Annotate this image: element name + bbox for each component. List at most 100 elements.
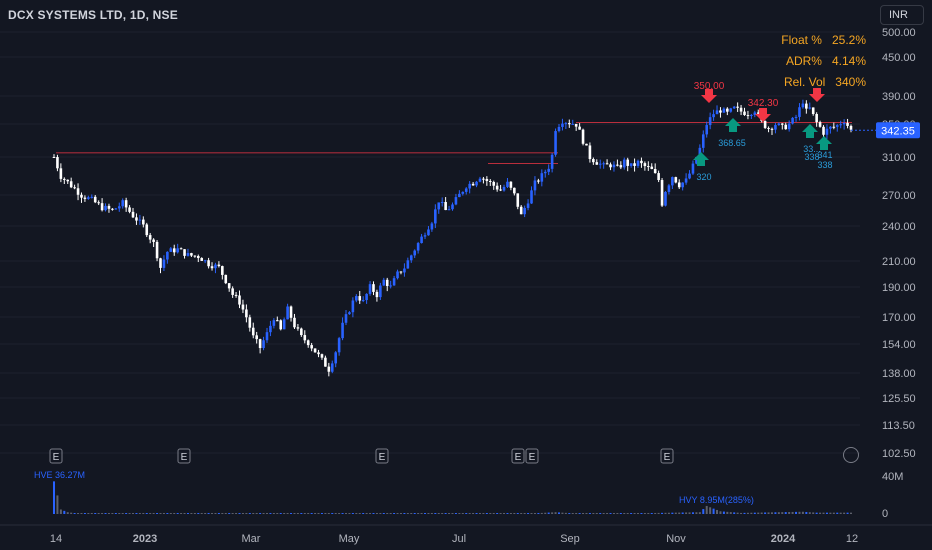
volume-bar (200, 513, 203, 514)
candle-body (66, 179, 70, 182)
time-label: Sep (560, 533, 580, 545)
volume-bar (709, 507, 712, 514)
candle-body (640, 160, 643, 164)
volume-bar (166, 513, 169, 514)
volume-bar (121, 513, 124, 514)
volume-bar (320, 513, 323, 514)
volume-bar (630, 513, 633, 514)
candle-body (193, 255, 197, 257)
candle-body (227, 283, 231, 289)
candle-body (798, 107, 801, 117)
candle-body (124, 200, 128, 208)
volume-bar (111, 513, 114, 514)
volume-bar (619, 513, 622, 514)
volume-bar (290, 513, 293, 514)
price-tick-label: 390.00 (882, 91, 916, 103)
volume-bar (767, 512, 770, 514)
candle-body (829, 126, 832, 129)
volume-bar (678, 512, 681, 514)
volume-bar (671, 512, 674, 514)
volume-bar (843, 512, 846, 514)
volume-bar (458, 513, 461, 514)
candle-body (729, 108, 733, 112)
candle-body (100, 203, 104, 211)
candle-body (660, 180, 664, 206)
candle-body (808, 107, 812, 109)
candle-body (296, 327, 300, 329)
volume-bar (94, 513, 97, 514)
candle-body (186, 253, 190, 256)
candle-body (80, 194, 83, 198)
candle-body (492, 181, 496, 186)
candle-body (275, 320, 279, 322)
candle-body (399, 271, 403, 273)
volume-bar (327, 513, 330, 514)
volume-bar (674, 512, 677, 514)
volume-bar (664, 512, 667, 514)
candle-body (784, 124, 788, 130)
volume-bar (252, 513, 255, 514)
candle-body (581, 129, 585, 144)
volume-bar (722, 511, 725, 514)
candle-body (56, 157, 59, 169)
volume-bar (101, 513, 104, 514)
annotation-label: 338 (804, 152, 819, 162)
volume-bar (324, 513, 327, 514)
volume-bar (647, 513, 650, 514)
candle-body (461, 191, 465, 194)
candle-body (701, 134, 705, 148)
volume-bar (255, 513, 258, 514)
candle-body (592, 159, 595, 163)
volume-bar (296, 513, 299, 514)
annotation-label: 338 (817, 160, 832, 170)
volume-bar (403, 513, 406, 514)
flash-icon[interactable] (843, 447, 859, 463)
volume-bar (351, 513, 354, 514)
volume-bar (90, 513, 93, 514)
candle-body (76, 188, 80, 195)
volume-bar (180, 513, 183, 514)
volume-bar (461, 513, 464, 514)
volume-bar (214, 513, 217, 514)
volume-bar (262, 513, 265, 514)
price-tick-label: 154.00 (882, 339, 916, 351)
candle-body (715, 110, 719, 115)
volume-bar (454, 513, 457, 514)
volume-bar (688, 512, 691, 514)
volume-bar (819, 512, 822, 514)
volume-bar (496, 513, 499, 514)
candle-body (756, 112, 760, 114)
candle-body (172, 248, 176, 253)
volume-bar (162, 513, 165, 514)
volume-bar (784, 512, 787, 514)
volume-bar (238, 513, 241, 514)
volume-bar (149, 513, 152, 514)
candle-body (248, 317, 252, 328)
candle-body (763, 120, 767, 128)
volume-bar (73, 513, 76, 514)
volume-bar (815, 512, 818, 514)
volume-bar (338, 513, 341, 514)
volume-bar (132, 513, 135, 514)
price-tick-label: 170.00 (882, 312, 916, 324)
candle-body (506, 181, 509, 187)
candle-body (835, 125, 839, 127)
earnings-marker-label: E (529, 452, 536, 463)
candle-body (210, 266, 214, 269)
volume-bar (114, 513, 117, 514)
volume-bar (712, 508, 715, 514)
candle-body (327, 366, 331, 372)
volume-bar (791, 511, 794, 514)
candle-body (348, 312, 351, 315)
buy-arrow-icon (725, 118, 741, 132)
volume-bar (698, 512, 701, 514)
symbol-title[interactable]: DCX SYSTEMS LTD, 1D, NSE (8, 8, 178, 22)
volume-bar (145, 513, 148, 514)
volume-bar (760, 512, 763, 514)
volume-bar (825, 512, 828, 514)
candle-body (169, 248, 173, 252)
volume-bar (77, 513, 80, 514)
currency-button[interactable]: INR (880, 5, 924, 25)
candle-body (166, 251, 169, 260)
